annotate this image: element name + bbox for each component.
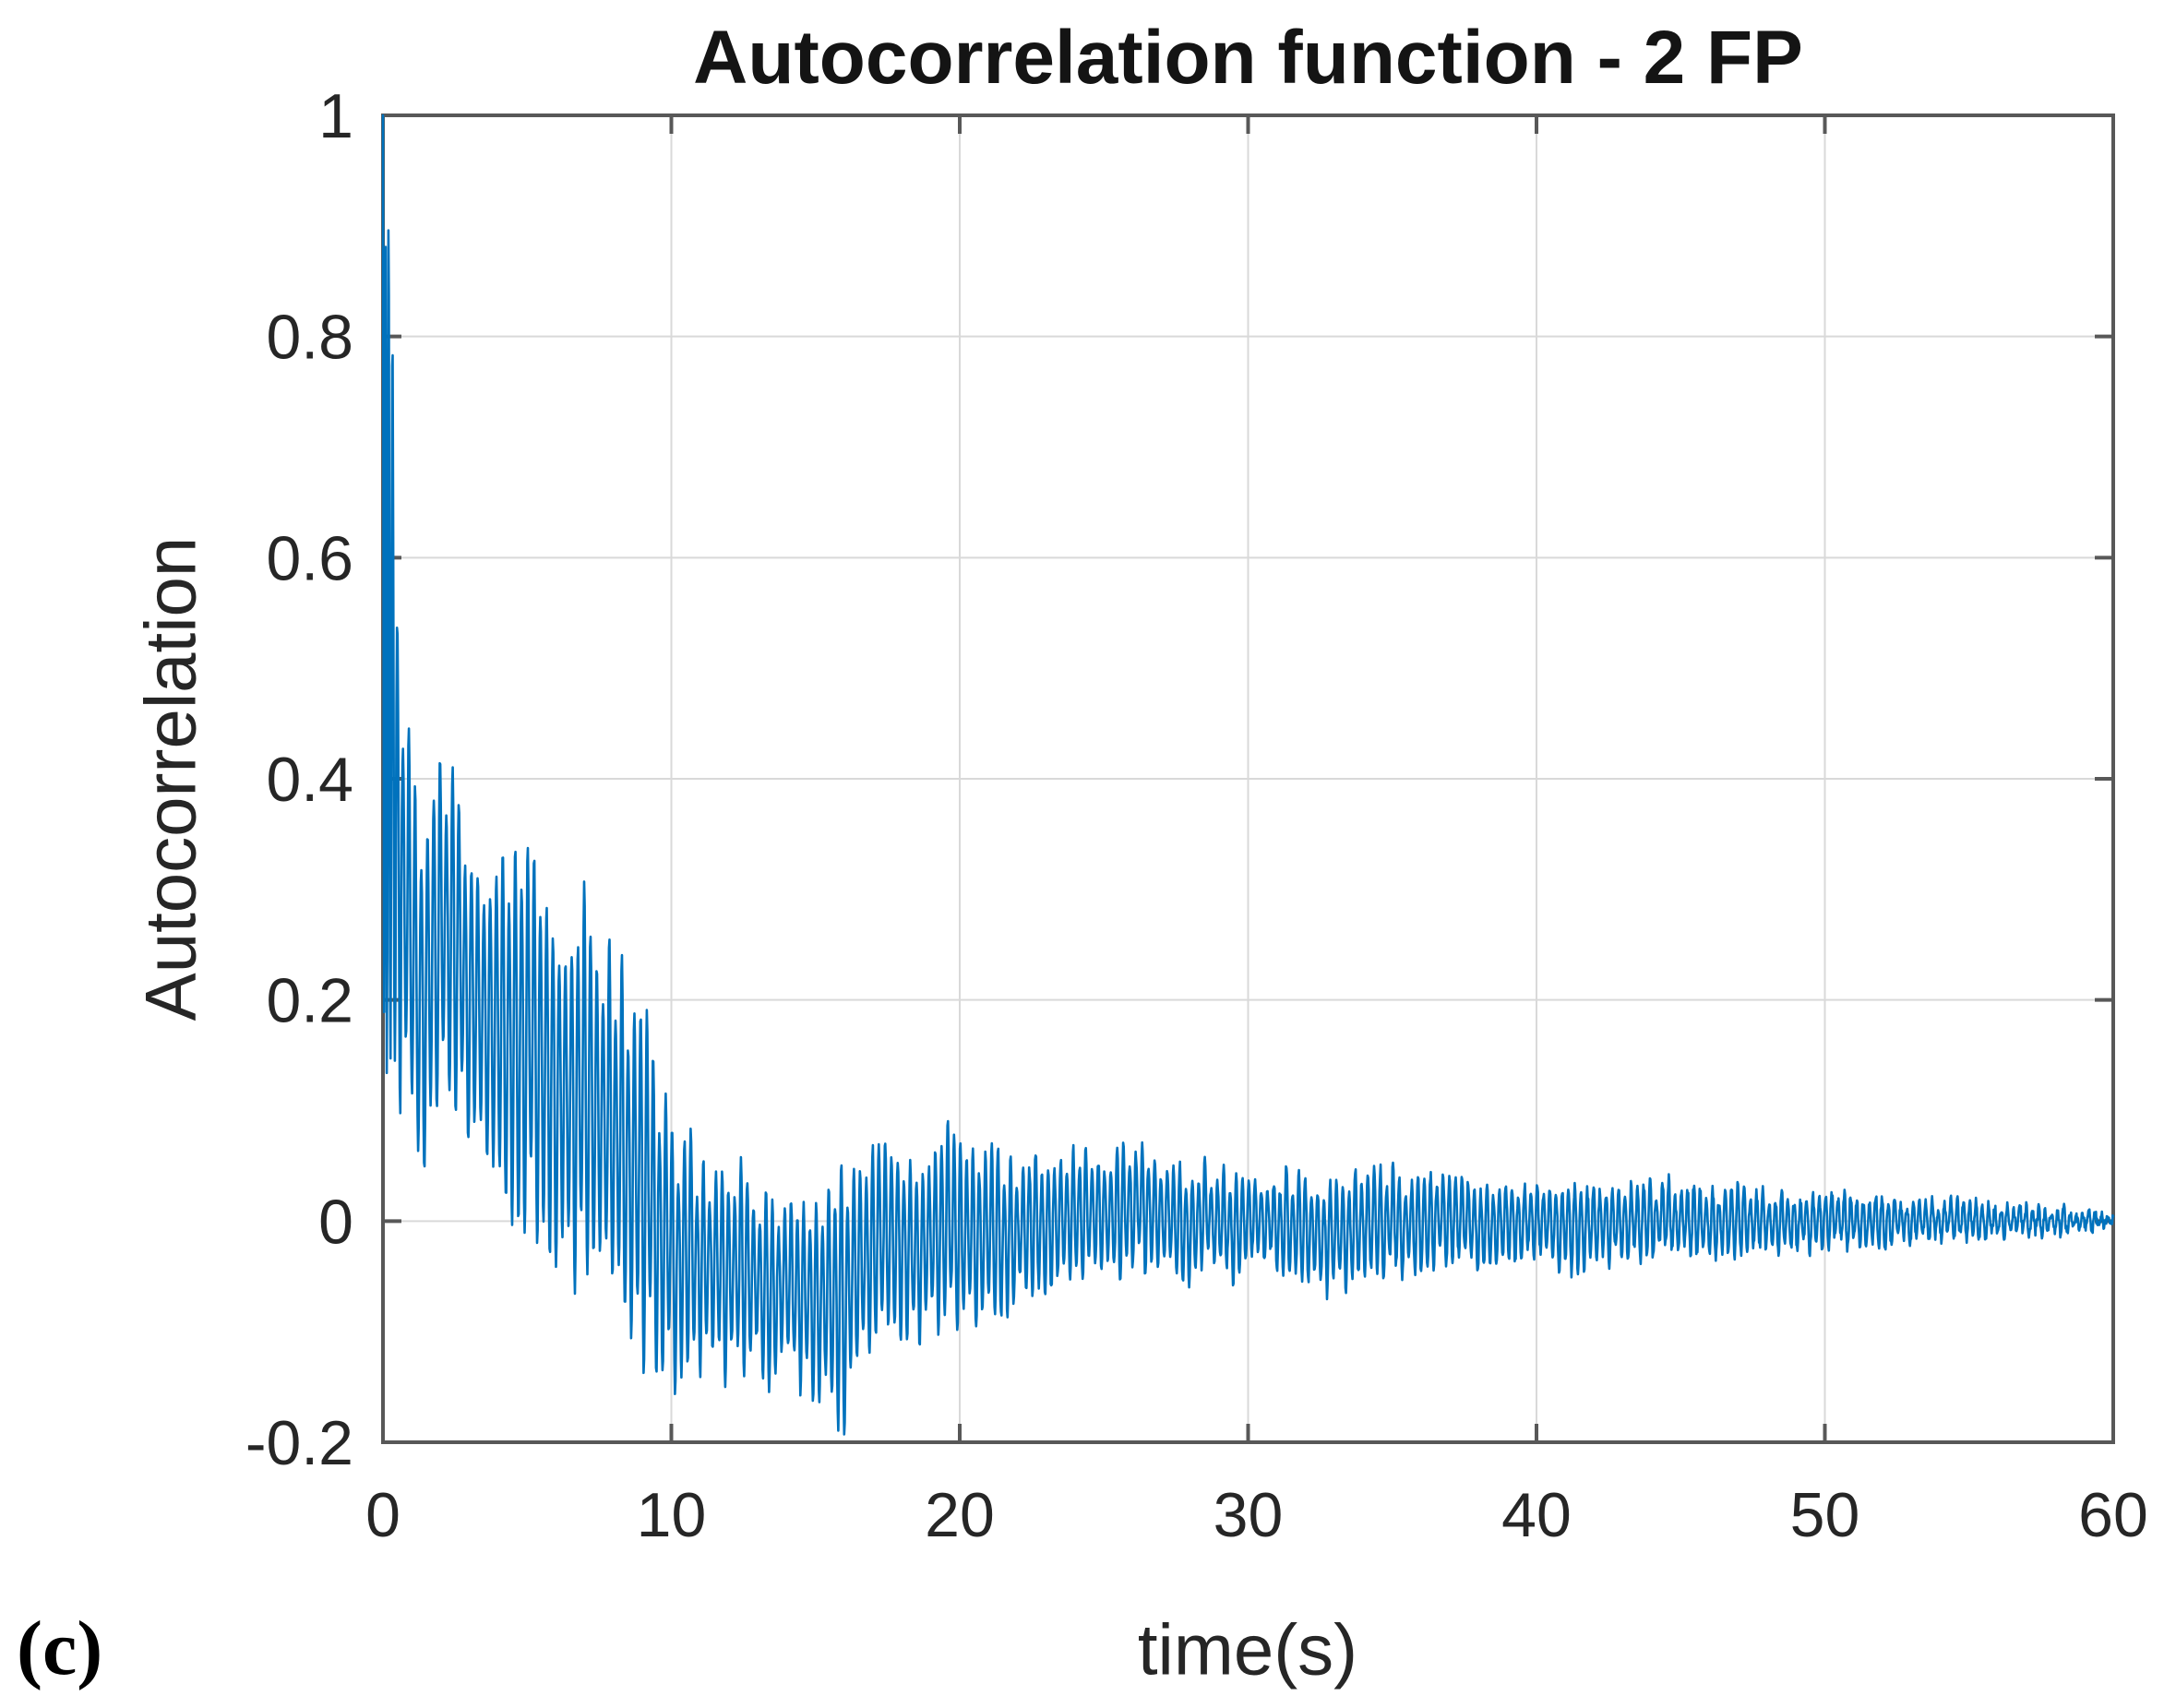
x-tick-label: 10 — [637, 1480, 707, 1550]
acf-signal-line — [381, 113, 2115, 1436]
x-tick-label: 20 — [925, 1480, 995, 1550]
y-tick-label: 1 — [318, 81, 353, 151]
x-tick-label: 50 — [1790, 1480, 1860, 1550]
x-tick-label: 40 — [1501, 1480, 1572, 1550]
y-axis-label: Autocorrelation — [129, 536, 211, 1021]
panel-label: (c) — [17, 1606, 103, 1691]
y-tick-label: 0.4 — [266, 745, 353, 815]
y-tick-label: -0.2 — [245, 1408, 353, 1478]
y-tick-label: 0 — [318, 1187, 353, 1257]
x-tick-label: 0 — [365, 1480, 401, 1550]
y-tick-label: 0.6 — [266, 523, 353, 593]
x-tick-label: 30 — [1214, 1480, 1284, 1550]
y-tick-label: 0.8 — [266, 303, 353, 373]
chart-title: Autocorrelation function - 2 FP — [693, 16, 1803, 100]
x-axis-label: time(s) — [1137, 1608, 1358, 1690]
y-tick-label: 0.2 — [266, 966, 353, 1036]
x-tick-label: 60 — [2078, 1480, 2148, 1550]
